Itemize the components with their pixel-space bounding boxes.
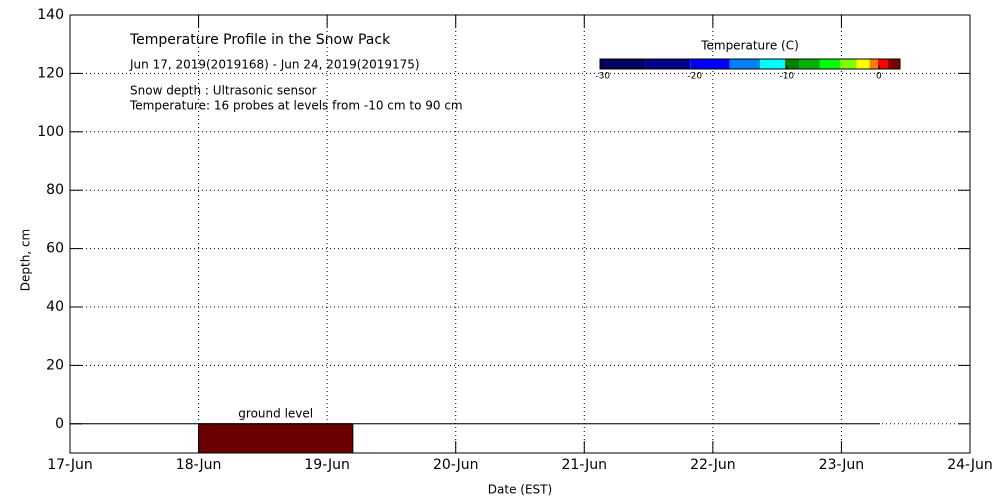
- colorbar-segment: [840, 59, 857, 69]
- note: Temperature: 16 probes at levels from -1…: [129, 99, 463, 113]
- colorbar-title: Temperature (C): [700, 39, 799, 53]
- chart-subtitle: Jun 17, 2019(2019168) - Jun 24, 2019(201…: [129, 58, 420, 72]
- x-tick-label: 19-Jun: [304, 457, 350, 473]
- colorbar-segment: [856, 59, 870, 69]
- x-tick-label: 20-Jun: [433, 457, 479, 473]
- x-tick-label: 18-Jun: [176, 457, 222, 473]
- note: Snow depth : Ultrasonic sensor: [130, 84, 317, 98]
- x-tick-label: 22-Jun: [690, 457, 736, 473]
- x-axis-label: Date (EST): [488, 483, 552, 497]
- y-tick-label: 0: [55, 416, 64, 432]
- x-tick-label: 23-Jun: [819, 457, 865, 473]
- colorbar-tick-label: -30: [595, 72, 610, 82]
- y-tick-label: 60: [46, 241, 64, 257]
- y-tick-label: 120: [37, 65, 64, 81]
- colorbar-segment: [760, 59, 785, 69]
- heatmap-cell: [198, 423, 354, 454]
- colorbar-segment: [799, 59, 820, 69]
- plot-frame: [69, 14, 971, 454]
- colorbar-segment: [600, 59, 646, 69]
- chart-title: Temperature Profile in the Snow Pack: [129, 32, 391, 48]
- colorbar-segment: [729, 59, 761, 69]
- colorbar-frame: [599, 58, 901, 70]
- x-tick-label: 21-Jun: [562, 457, 608, 473]
- x-tick-label: 24-Jun: [947, 457, 993, 473]
- colorbar-segment: [819, 59, 841, 69]
- colorbar-segment: [784, 59, 800, 69]
- colorbar-segment: [690, 59, 730, 69]
- y-tick-label: 40: [46, 299, 64, 315]
- colorbar-segment: [869, 59, 878, 69]
- colorbar-tick-label: -10: [779, 72, 794, 82]
- colorbar-tick-label: -20: [687, 72, 702, 82]
- y-tick-label: 100: [37, 124, 64, 140]
- y-tick-label: 20: [46, 357, 64, 373]
- y-tick-label: 140: [37, 7, 64, 23]
- colorbar-tick-label: 0: [876, 72, 882, 82]
- y-axis-label: Depth, cm: [19, 229, 33, 291]
- ground-label: ground level: [238, 406, 313, 420]
- colorbar-segment: [888, 59, 900, 69]
- colorbar-segment: [645, 59, 691, 69]
- colorbar-segment: [877, 59, 889, 69]
- x-tick-label: 17-Jun: [47, 457, 93, 473]
- y-tick-label: 80: [46, 182, 64, 198]
